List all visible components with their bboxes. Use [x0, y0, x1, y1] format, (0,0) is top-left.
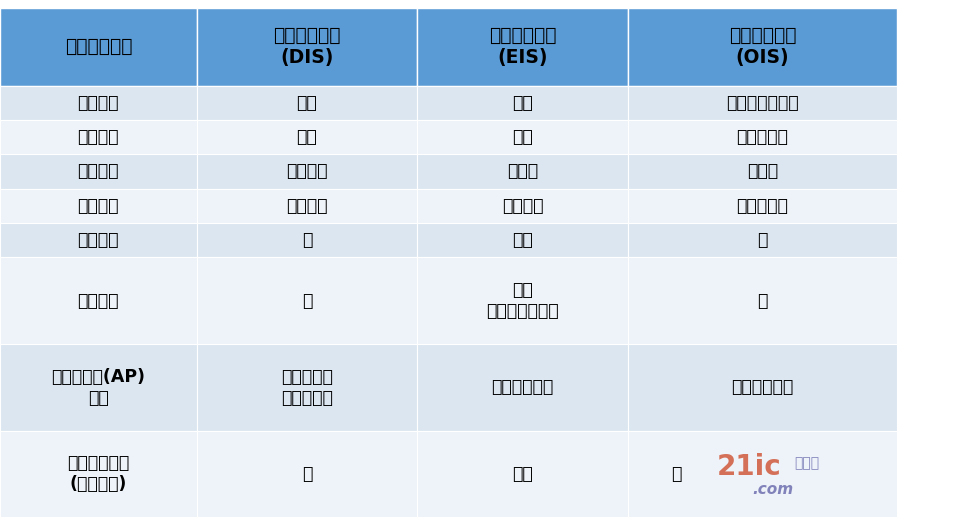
Bar [197, 430, 417, 517]
Text: 抖动及模糊: 抖动及模糊 [737, 128, 788, 146]
Text: 检测品质: 检测品质 [78, 231, 119, 249]
Bar [628, 154, 897, 188]
Bar [628, 344, 897, 430]
Bar [417, 120, 628, 154]
Bar [0, 344, 197, 430]
Bar [197, 344, 417, 430]
Bar [417, 8, 628, 86]
Bar [417, 223, 628, 257]
Text: 视频及静止拍照: 视频及静止拍照 [726, 93, 799, 112]
Text: 应用领域: 应用领域 [78, 93, 119, 112]
Bar [0, 257, 197, 344]
Text: 运动检测: 运动检测 [78, 162, 119, 181]
Bar [197, 120, 417, 154]
Text: 应用处理器(AP)
负荷: 应用处理器(AP) 负荷 [51, 368, 146, 406]
Bar [197, 86, 417, 120]
Text: 优: 优 [758, 291, 767, 310]
Text: 低: 低 [302, 291, 312, 310]
Bar [628, 430, 897, 517]
Bar [0, 86, 197, 120]
Bar [417, 430, 628, 517]
Text: 镜头或模块: 镜头或模块 [737, 197, 788, 215]
Text: 影像裁剪: 影像裁剪 [286, 197, 328, 215]
Text: 抖动: 抖动 [512, 128, 533, 146]
Bar [417, 188, 628, 223]
Bar [417, 154, 628, 188]
Text: 影像稳定方法: 影像稳定方法 [64, 37, 132, 56]
Bar [197, 223, 417, 257]
Text: 抖动: 抖动 [296, 128, 317, 146]
Text: 影像品质: 影像品质 [78, 291, 119, 310]
Text: 补偿方式: 补偿方式 [78, 197, 119, 215]
Text: 21ic: 21ic [716, 453, 782, 481]
Text: 视频: 视频 [296, 93, 317, 112]
Bar [197, 188, 417, 223]
Bar [628, 257, 897, 344]
Text: 普通
放大时品质下降: 普通 放大时品质下降 [486, 281, 559, 320]
Bar [197, 8, 417, 86]
Bar [628, 188, 897, 223]
Bar [0, 223, 197, 257]
Text: 像素映射: 像素映射 [286, 162, 328, 181]
Bar [0, 154, 197, 188]
Text: 陀螺仪: 陀螺仪 [507, 162, 538, 181]
Bar [0, 430, 197, 517]
Bar [197, 154, 417, 188]
Text: 大量影像裁剪: 大量影像裁剪 [492, 378, 553, 396]
Bar [417, 86, 628, 120]
Text: .com: .com [753, 482, 794, 497]
Text: 低: 低 [302, 231, 312, 249]
Text: 很高: 很高 [512, 231, 533, 249]
Text: 视频: 视频 [512, 93, 533, 112]
Text: 补偿对象: 补偿对象 [78, 128, 119, 146]
Text: 视频压缩效率
(文件大小): 视频压缩效率 (文件大小) [67, 455, 129, 493]
Bar [628, 223, 897, 257]
Text: 无专用控制器: 无专用控制器 [732, 378, 793, 396]
Text: 数字影像稳定
(DIS): 数字影像稳定 (DIS) [273, 26, 340, 67]
Bar [628, 86, 897, 120]
Bar [0, 120, 197, 154]
Bar [417, 257, 628, 344]
Text: 电子网: 电子网 [795, 456, 820, 470]
Bar [0, 188, 197, 223]
Bar [0, 8, 197, 86]
Text: 优: 优 [671, 465, 682, 483]
Text: 极大量影像
检测及裁剪: 极大量影像 检测及裁剪 [281, 368, 333, 406]
Text: 普通: 普通 [512, 465, 533, 483]
Bar [197, 257, 417, 344]
Bar [628, 120, 897, 154]
Text: 电子影像稳定
(EIS): 电子影像稳定 (EIS) [489, 26, 556, 67]
Text: 优: 优 [758, 231, 767, 249]
Bar [417, 344, 628, 430]
Bar [628, 8, 897, 86]
Text: 低: 低 [302, 465, 312, 483]
Text: 影像裁剪: 影像裁剪 [502, 197, 544, 215]
Text: 光学影像稳定
(OIS): 光学影像稳定 (OIS) [729, 26, 796, 67]
Text: 陀螺仪: 陀螺仪 [747, 162, 778, 181]
